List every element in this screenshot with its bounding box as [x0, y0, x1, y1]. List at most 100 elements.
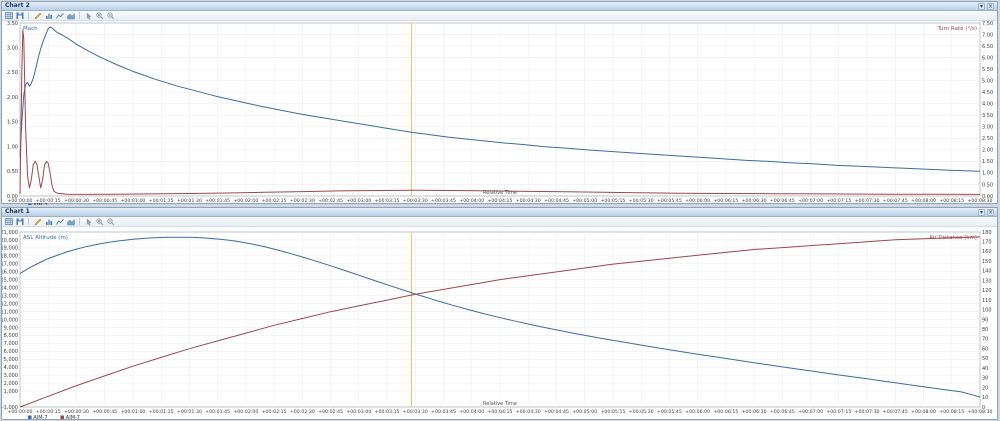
left-axis-tick-label: 2,000: [4, 381, 18, 387]
save-chart-icon[interactable]: [15, 218, 24, 226]
left-axis-tick-label: 7,000: [4, 341, 18, 347]
x-axis-tick-label: +00:01:00: [120, 409, 145, 415]
left-axis-tick-label: 1.00: [7, 144, 18, 150]
panel-close-button[interactable]: ×: [987, 208, 994, 216]
area-chart-icon[interactable]: [66, 218, 75, 226]
right-axis-tick-label: 2.00: [982, 148, 993, 154]
pointer-icon[interactable]: [84, 12, 93, 20]
x-axis-tick-label: +00:03:30: [403, 409, 428, 415]
left-axis-tick-label: 3.50: [7, 21, 18, 27]
x-axis-tick-label: +00:00:45: [92, 409, 117, 415]
x-axis-tick-label: +00:08:30: [968, 198, 993, 204]
x-axis-tick-label: +00:08:15: [939, 409, 964, 415]
legend-item[interactable]: AIM-7: [60, 415, 80, 421]
right-axis-tick-label: 70: [982, 337, 988, 343]
zoom-in-icon[interactable]: [95, 11, 104, 20]
legend-item[interactable]: AIM-7: [28, 415, 48, 421]
x-axis-tick-label: +00:04:45: [544, 409, 569, 415]
x-axis-tick-label: +00:06:15: [713, 198, 738, 204]
panel-menu-button[interactable]: ▾: [978, 2, 985, 10]
bar-chart-icon[interactable]: [44, 12, 53, 20]
x-axis-tick-label: +00:02:15: [262, 409, 287, 415]
left-axis-tick-label: 19,000: [2, 246, 18, 252]
right-axis-tick-label: 80: [982, 327, 988, 333]
right-axis-tick-label: 3.00: [982, 125, 993, 131]
zoom-out-icon[interactable]: [106, 217, 115, 226]
right-axis-tick-label: 0: [982, 405, 985, 411]
left-axis-tick-label: 0.50: [7, 169, 18, 175]
legend-label: AIM-7: [33, 203, 47, 205]
left-axis-tick-label: 21,000: [2, 230, 18, 236]
right-axis-tick-label: 0.50: [982, 182, 993, 188]
mach-series-line: [19, 26, 981, 172]
x-axis-tick-label: +00:06:00: [685, 409, 710, 415]
area-chart-icon[interactable]: [66, 12, 75, 20]
chart-toolbar: [2, 217, 997, 227]
x-axis-tick-label: +00:05:30: [629, 409, 654, 415]
line-chart-icon[interactable]: [55, 12, 64, 20]
legend-swatch: [60, 415, 64, 420]
left-axis-tick-label: 1.50: [7, 120, 18, 126]
x-axis-tick-label: +00:03:15: [375, 198, 400, 204]
line-chart-icon[interactable]: [55, 218, 64, 226]
grid-data-icon[interactable]: [4, 11, 13, 20]
left-axis-tick-label: 10,000: [2, 317, 18, 323]
x-axis-tick-label: +00:00:30: [64, 409, 89, 415]
right-axis-tick-label: 90: [982, 317, 988, 323]
right-axis-tick-label: 6.00: [982, 55, 993, 61]
save-chart-icon[interactable]: [15, 12, 24, 20]
chart-titlebar: Chart 2 ▾ ×: [2, 2, 997, 11]
zoom-out-icon[interactable]: [106, 11, 115, 20]
x-axis-tick-label: +00:04:00: [459, 198, 484, 204]
panel-close-button[interactable]: ×: [987, 2, 994, 10]
right-axis-tick-label: 110: [982, 298, 992, 304]
right-axis-tick-label: 120: [982, 288, 992, 294]
x-axis-tick-label: +00:03:45: [431, 198, 456, 204]
zoom-in-icon[interactable]: [95, 217, 104, 226]
edit-pencil-icon[interactable]: [33, 218, 42, 226]
right-axis-tick-label: 3.50: [982, 113, 993, 119]
right-axis-tick-label: 170: [982, 240, 992, 246]
right-axis-tick-label: 180: [982, 230, 992, 236]
right-axis-tick-label: 0.00: [982, 194, 993, 200]
x-axis-tick-label: +00:05:45: [657, 198, 682, 204]
right-axis-tick-label: 4.00: [982, 102, 993, 108]
x-axis-tick-label: +00:02:45: [318, 409, 343, 415]
legend-item[interactable]: AIM-7: [28, 203, 48, 205]
right-axis-tick-label: 6.50: [982, 44, 993, 50]
x-axis-tick-label: +00:05:15: [600, 198, 625, 204]
grid-data-icon[interactable]: [4, 217, 13, 226]
x-axis-tick-label: +00:07:00: [798, 409, 823, 415]
right-axis-tick-label: 140: [982, 269, 992, 275]
x-axis-tick-label: +00:04:30: [516, 409, 541, 415]
edit-pencil-icon[interactable]: [33, 12, 42, 20]
right-axis-tick-label: 5.50: [982, 67, 993, 73]
x-axis-tick-label: +00:07:00: [798, 198, 823, 204]
panel-menu-button[interactable]: ▾: [978, 208, 985, 216]
x-axis-tick-label: +00:06:45: [770, 198, 795, 204]
left-axis-tick-label: 9,000: [4, 325, 18, 331]
pointer-icon[interactable]: [84, 218, 93, 226]
bar-chart-icon[interactable]: [44, 218, 53, 226]
left-axis-tick-label: 17,000: [2, 262, 18, 268]
x-axis-tick-label: +00:00:15: [36, 198, 61, 204]
chart-plot-area[interactable]: 21,000 20,000 19,000 18,000 17,000 16,000 15,0…: [2, 227, 997, 421]
chart-title: Chart 1: [5, 208, 30, 215]
legend-swatch: [28, 415, 32, 420]
x-axis-tick-label: +00:06:45: [770, 409, 795, 415]
right-axis-tick-label: 20: [982, 385, 988, 391]
right-axis-tick-label: 150: [982, 259, 992, 265]
right-axis-tick-label: 1.50: [982, 159, 993, 165]
x-axis-tick-label: +00:03:00: [346, 198, 371, 204]
x-axis-tick-label: +00:08:30: [968, 409, 993, 415]
left-axis-tick-label: 14,000: [2, 285, 18, 291]
chart-plot-area[interactable]: 3.50 3.00 2.50 2.00 1.50 1.00 0.50 0.00 7.50 7.00…: [2, 21, 997, 205]
chart-toolbar: [2, 11, 997, 21]
x-axis-title: Relative Time: [483, 190, 517, 196]
x-axis-title: Relative Time: [483, 401, 517, 407]
x-axis-tick-label: +00:02:30: [290, 198, 315, 204]
x-axis-tick-label: +00:00:45: [92, 198, 117, 204]
right-axis-title: Turn Rate (°/s): [936, 26, 977, 32]
x-axis-tick-label: +00:02:00: [233, 409, 258, 415]
x-axis-tick-label: +00:04:45: [544, 198, 569, 204]
